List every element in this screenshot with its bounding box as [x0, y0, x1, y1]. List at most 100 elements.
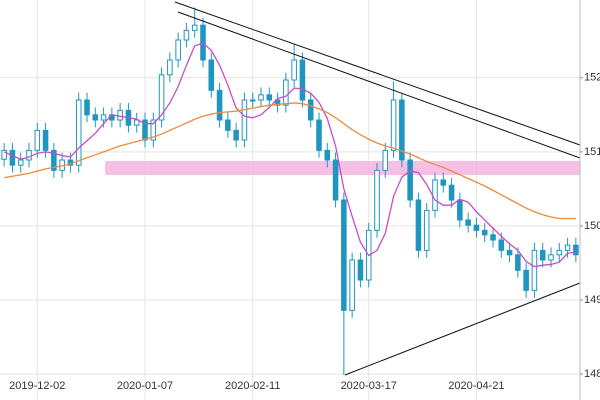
candle — [133, 112, 140, 133]
candle-body — [307, 99, 314, 121]
candle — [515, 247, 521, 278]
candle-body — [283, 79, 289, 106]
candle-body — [241, 99, 248, 141]
candle-body — [183, 29, 190, 41]
candle-body — [150, 119, 157, 141]
candle-body — [548, 254, 554, 261]
candle — [258, 87, 264, 108]
candle-body — [266, 94, 273, 101]
candle-body — [191, 24, 198, 31]
candle — [523, 262, 529, 298]
candle-body — [233, 129, 239, 141]
candle — [556, 242, 563, 263]
candle-body — [515, 254, 521, 271]
candle-body — [332, 159, 339, 201]
candle-body — [1, 149, 7, 160]
candle-body — [208, 59, 215, 91]
candle-body — [316, 119, 322, 151]
y-tick-label: 150 — [584, 220, 600, 232]
plot — [1, 7, 579, 375]
candle — [324, 142, 331, 168]
candle-body — [84, 99, 90, 116]
candle-body — [415, 199, 422, 251]
candle — [415, 192, 422, 258]
candle-body — [9, 149, 16, 166]
candle-body — [175, 39, 181, 61]
x-tick-label: 2020-02-11 — [225, 380, 280, 392]
candle — [465, 212, 471, 233]
candle — [531, 242, 538, 298]
candle — [382, 142, 389, 178]
y-tick-label: 152 — [584, 72, 600, 84]
candle-body — [473, 224, 480, 231]
candle — [225, 112, 231, 138]
moving-average — [3, 42, 576, 268]
candle — [1, 142, 7, 167]
candle — [158, 67, 165, 128]
candle — [490, 227, 496, 248]
x-tick-label: 2020-04-21 — [448, 380, 504, 392]
candle — [357, 252, 364, 288]
candle — [150, 112, 157, 148]
candle-body — [158, 74, 165, 121]
candle-body — [133, 119, 140, 126]
candle-body — [51, 149, 57, 171]
candle — [283, 72, 289, 113]
candle-body — [274, 99, 281, 106]
candle-body — [225, 119, 231, 131]
candle-body — [299, 59, 306, 101]
y-tick-label: 149 — [584, 294, 600, 306]
candle — [341, 192, 347, 375]
candle-body — [100, 114, 107, 121]
candle — [473, 217, 480, 238]
candle — [316, 112, 322, 158]
candle-body — [564, 244, 571, 251]
candle — [92, 107, 99, 128]
candle-body — [341, 199, 347, 311]
candle-body — [249, 99, 256, 102]
candle-body — [506, 249, 513, 256]
trend-line — [344, 282, 581, 376]
candle — [299, 52, 306, 108]
candle — [307, 92, 314, 128]
candle-body — [216, 89, 223, 121]
candle — [564, 237, 571, 258]
candle-body — [481, 229, 488, 236]
candle-body — [349, 259, 355, 311]
candle-body — [423, 209, 430, 251]
candle-body — [142, 119, 148, 141]
trend-line — [174, 1, 581, 146]
candle — [399, 92, 405, 168]
candle — [349, 252, 355, 318]
x-tick-label: 2019-12-02 — [9, 380, 65, 392]
candle — [291, 44, 297, 88]
candle — [407, 152, 413, 208]
candle-body — [291, 59, 297, 81]
trend-line — [177, 11, 581, 159]
candle-body — [117, 109, 123, 121]
x-tick-label: 2020-01-07 — [117, 380, 173, 392]
candle-body — [440, 179, 447, 186]
candle-body — [26, 149, 32, 161]
candle-body — [390, 99, 397, 151]
x-tick-label: 2020-03-17 — [341, 380, 397, 392]
zone-band — [105, 161, 580, 175]
candle — [216, 82, 223, 128]
candle — [84, 92, 90, 123]
candle — [142, 112, 148, 148]
candle-body — [531, 249, 538, 291]
candle — [208, 52, 215, 98]
candle-body — [432, 179, 438, 211]
candle — [183, 22, 190, 48]
candle — [266, 87, 273, 108]
candle-body — [523, 269, 529, 291]
candle — [423, 202, 430, 258]
candle — [241, 92, 248, 148]
candle — [274, 92, 281, 113]
candle — [17, 152, 24, 173]
y-tick-label: 151 — [584, 146, 600, 158]
candle — [506, 242, 513, 263]
candle-body — [258, 94, 264, 101]
candle-body — [490, 234, 496, 241]
